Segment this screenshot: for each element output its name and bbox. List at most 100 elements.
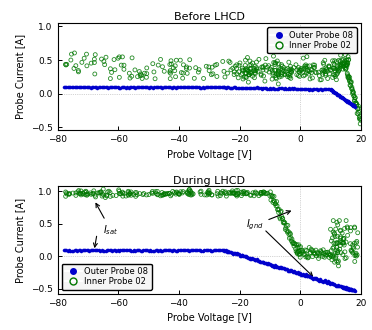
Point [109, 248, 115, 253]
Point [238, 189, 244, 195]
Point [343, 255, 349, 260]
Point [353, 250, 359, 256]
Point [260, 189, 266, 195]
Point [288, 235, 294, 241]
Point [248, 62, 254, 68]
Point [71, 84, 77, 90]
Point [272, 68, 278, 73]
Point [358, 117, 364, 123]
Point [107, 85, 113, 90]
Point [347, 75, 353, 80]
Point [282, 267, 288, 272]
Point [332, 234, 338, 239]
Point [330, 89, 336, 94]
Point [347, 287, 353, 292]
Point [85, 84, 91, 90]
Point [269, 193, 275, 199]
Point [278, 265, 283, 270]
Point [246, 72, 252, 77]
Point [230, 66, 236, 71]
Point [331, 232, 337, 237]
Point [234, 66, 240, 71]
Point [340, 241, 346, 246]
Point [299, 271, 305, 277]
Point [113, 193, 119, 198]
Point [190, 191, 196, 197]
Point [276, 210, 282, 215]
Point [142, 85, 148, 90]
Point [350, 287, 356, 292]
Point [159, 192, 165, 198]
Point [126, 192, 132, 198]
Point [162, 85, 168, 90]
Point [153, 85, 158, 90]
Point [308, 250, 314, 255]
Point [146, 85, 152, 90]
Point [296, 74, 302, 79]
Point [231, 190, 237, 196]
Point [315, 251, 321, 256]
Point [295, 270, 301, 276]
Point [260, 259, 266, 264]
Point [168, 61, 174, 67]
Point [343, 67, 349, 72]
Point [219, 84, 225, 90]
Point [301, 252, 307, 257]
Point [267, 262, 273, 267]
Point [232, 64, 238, 69]
Point [182, 85, 188, 90]
Point [125, 189, 131, 194]
Point [231, 190, 237, 196]
Point [91, 188, 97, 193]
Point [286, 232, 292, 237]
Point [238, 193, 244, 198]
Point [312, 62, 318, 68]
Point [331, 61, 337, 66]
Point [345, 99, 351, 104]
Point [321, 68, 327, 74]
Point [239, 85, 245, 90]
Point [155, 248, 161, 253]
Point [158, 57, 164, 62]
Point [230, 251, 236, 256]
Point [189, 192, 195, 197]
Point [328, 87, 334, 92]
Point [234, 71, 240, 76]
Point [138, 248, 144, 253]
Point [116, 191, 122, 196]
Point [336, 240, 341, 246]
Point [135, 74, 141, 79]
Point [123, 193, 129, 199]
Point [153, 248, 158, 253]
Point [77, 191, 83, 196]
Point [335, 250, 341, 255]
Point [272, 262, 278, 268]
Point [244, 67, 250, 72]
Point [352, 104, 358, 110]
Point [327, 86, 333, 91]
Point [337, 62, 343, 67]
Point [241, 85, 247, 90]
Point [240, 67, 246, 73]
Point [338, 94, 344, 100]
Point [333, 253, 339, 259]
Point [151, 84, 157, 90]
Point [246, 255, 252, 260]
Point [248, 69, 254, 75]
Point [220, 59, 226, 64]
Point [186, 192, 192, 197]
Point [329, 257, 335, 262]
Point [313, 87, 319, 92]
Point [221, 190, 227, 195]
Point [144, 248, 150, 253]
Point [279, 86, 285, 91]
Point [150, 191, 156, 196]
Point [354, 252, 360, 257]
Point [342, 285, 348, 290]
Point [336, 68, 342, 73]
Point [318, 77, 324, 82]
Point [323, 65, 329, 71]
Point [289, 69, 295, 74]
Point [284, 230, 290, 235]
Point [257, 260, 263, 265]
